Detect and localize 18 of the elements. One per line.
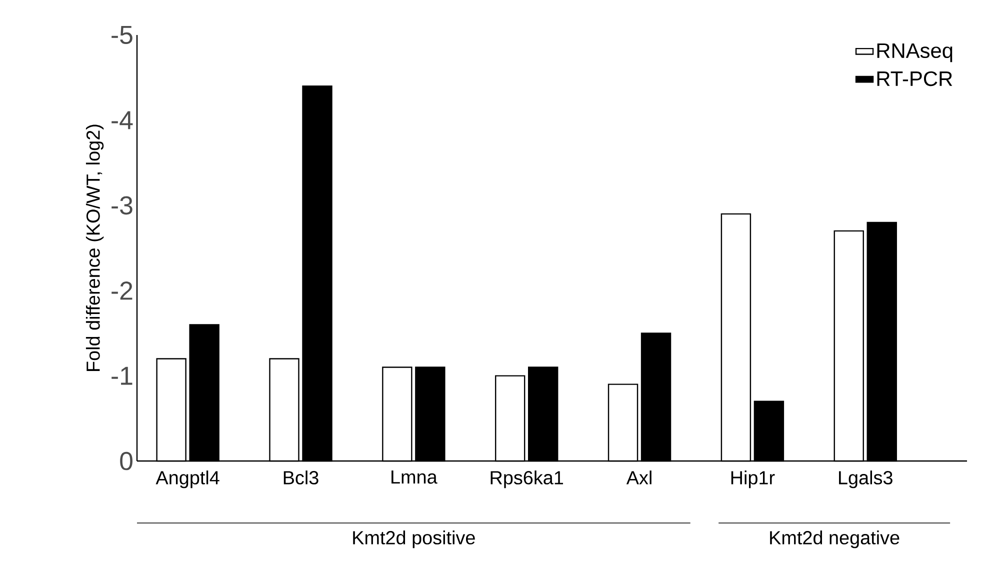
y-tick-label: -2 [112, 282, 132, 300]
y-tick-label: -4 [112, 111, 133, 130]
y-tick-label: -5 [112, 26, 132, 44]
y-axis-title: Fold difference (KO/WT, log2) [86, 124, 104, 371]
text: Kmt2d positive [353, 530, 475, 548]
y-tick-label: -3 [112, 196, 132, 215]
x-tick-label: Hip1r [731, 470, 775, 488]
x-tick-label: Bcl3 [284, 470, 318, 484]
x-tick-label: Angptl4 [156, 470, 220, 488]
x-tick-label: Lgals3 [839, 470, 892, 488]
x-tick-label: Rps6ka1 [490, 470, 564, 488]
y-tick-label: 0 [120, 452, 132, 470]
x-tick-label: Axl [626, 470, 652, 484]
text: Kmt2d negative [770, 530, 900, 548]
legend-label: RT-PCR [877, 71, 952, 86]
x-tick-label: Lmna [392, 470, 438, 484]
y-tick-label: -1 [112, 366, 132, 385]
legend-label: RNAseq [877, 43, 952, 62]
